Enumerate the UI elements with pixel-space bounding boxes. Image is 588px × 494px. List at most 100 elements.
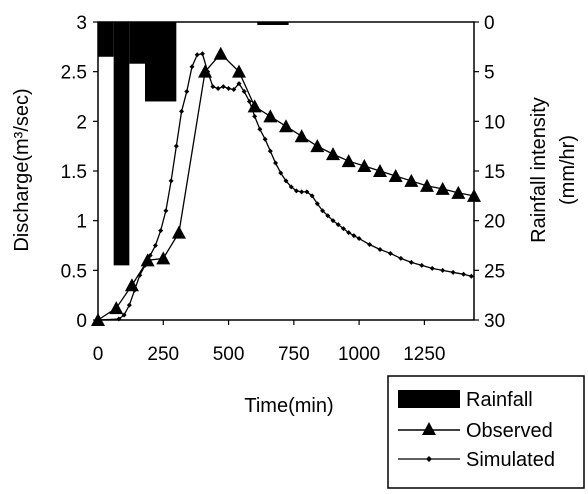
simulated-point — [304, 189, 310, 195]
simulated-point — [398, 255, 404, 261]
simulated-point — [419, 262, 425, 268]
right-axis-title-line1: Rainfall intensity — [528, 97, 550, 243]
left-tick-label: 3 — [76, 13, 87, 34]
right-tick-label: 0 — [484, 13, 495, 34]
observed-point — [435, 181, 450, 195]
simulated-point — [408, 259, 414, 265]
simulated-point — [179, 108, 185, 114]
simulated-point — [283, 178, 289, 184]
simulated-point — [440, 267, 446, 273]
legend-simulated-label: Simulated — [466, 449, 555, 471]
simulated-point — [299, 189, 305, 195]
simulated-point — [215, 86, 221, 92]
simulated-point — [340, 226, 346, 232]
simulated-point — [320, 208, 326, 214]
x-tick-label: 1000 — [338, 344, 380, 365]
simulated-point — [429, 265, 435, 271]
simulated-point — [468, 273, 474, 279]
simulated-point — [325, 213, 331, 219]
observed-point — [294, 129, 309, 143]
observed-point — [171, 225, 186, 239]
x-tick-label: 1250 — [403, 344, 445, 365]
simulated-point — [126, 302, 132, 308]
simulated-point — [158, 228, 164, 234]
legend-simulated-marker — [426, 456, 432, 462]
simulated-point — [246, 98, 252, 104]
left-axis-ticks: 0 0.5 1 1.5 2 2.5 3 — [61, 13, 98, 332]
rainfall-bar — [257, 22, 289, 25]
simulated-point — [262, 136, 268, 142]
simulated-point — [367, 242, 373, 248]
observed-point — [124, 278, 139, 292]
simulated-point — [184, 89, 190, 95]
simulated-point — [152, 243, 158, 248]
observed-point — [373, 164, 387, 177]
legend-observed-label: Observed — [466, 420, 553, 442]
observed-point — [156, 251, 171, 265]
observed-point — [263, 109, 278, 123]
rainfall-bar — [113, 22, 130, 266]
simulated-point — [461, 271, 467, 277]
observed-point — [109, 301, 124, 315]
observed-point — [404, 173, 419, 187]
legend-observed-marker — [422, 422, 436, 435]
x-axis-title: Time(min) — [244, 395, 333, 417]
observed-point — [420, 178, 434, 192]
simulated-point — [267, 148, 273, 154]
simulated-point — [335, 222, 341, 228]
rainfall-bar — [98, 22, 114, 57]
left-tick-label: 1.5 — [61, 162, 87, 183]
x-tick-label: 0 — [93, 344, 104, 365]
rainfall-bar — [145, 22, 177, 102]
x-tick-label: 750 — [278, 344, 310, 365]
simulated-point — [226, 86, 232, 92]
simulated-point — [377, 246, 383, 252]
right-tick-label: 25 — [484, 261, 505, 282]
rainfall-bars — [98, 22, 289, 266]
simulated-point — [257, 126, 263, 132]
observed-point — [213, 46, 228, 60]
observed-series — [91, 46, 481, 326]
left-tick-label: 0 — [76, 311, 87, 332]
left-axis-title: Discharge(m³/sec) — [11, 88, 33, 251]
left-tick-label: 1 — [76, 212, 87, 233]
right-tick-label: 20 — [484, 212, 505, 233]
simulated-point — [199, 51, 205, 57]
right-tick-label: 15 — [484, 162, 505, 183]
x-tick-label: 250 — [147, 344, 179, 365]
observed-point — [357, 159, 372, 173]
simulated-point — [220, 84, 226, 90]
observed-point — [388, 168, 403, 182]
simulated-point — [189, 64, 195, 70]
left-tick-label: 2.5 — [61, 63, 87, 84]
simulated-point — [173, 143, 179, 149]
rainfall-bar — [129, 22, 145, 64]
observed-point — [310, 139, 325, 153]
legend-rainfall-swatch — [398, 390, 460, 408]
simulated-point — [241, 89, 247, 95]
simulated-point — [346, 230, 352, 236]
x-axis-ticks: 0 250 500 750 1000 1250 — [93, 320, 446, 365]
simulated-point — [351, 233, 357, 239]
simulated-point — [163, 208, 169, 214]
observed-point — [232, 64, 246, 78]
simulated-point — [273, 160, 279, 166]
simulated-point — [314, 201, 320, 207]
legend-rainfall-label: Rainfall — [466, 389, 533, 411]
x-tick-label: 500 — [213, 344, 245, 365]
left-tick-label: 0.5 — [61, 261, 87, 282]
simulated-point — [293, 188, 299, 194]
simulated-point — [231, 87, 237, 93]
simulated-point — [194, 52, 200, 58]
observed-point — [341, 154, 356, 168]
right-axis-ticks: 30 25 20 15 10 5 0 — [474, 13, 505, 332]
simulated-point — [288, 184, 294, 190]
simulated-point — [252, 113, 258, 119]
simulated-point — [210, 84, 216, 90]
simulated-point — [356, 236, 362, 242]
observed-point — [247, 99, 262, 113]
observed-point — [451, 185, 466, 199]
observed-point — [198, 64, 213, 78]
right-tick-label: 5 — [484, 63, 495, 84]
